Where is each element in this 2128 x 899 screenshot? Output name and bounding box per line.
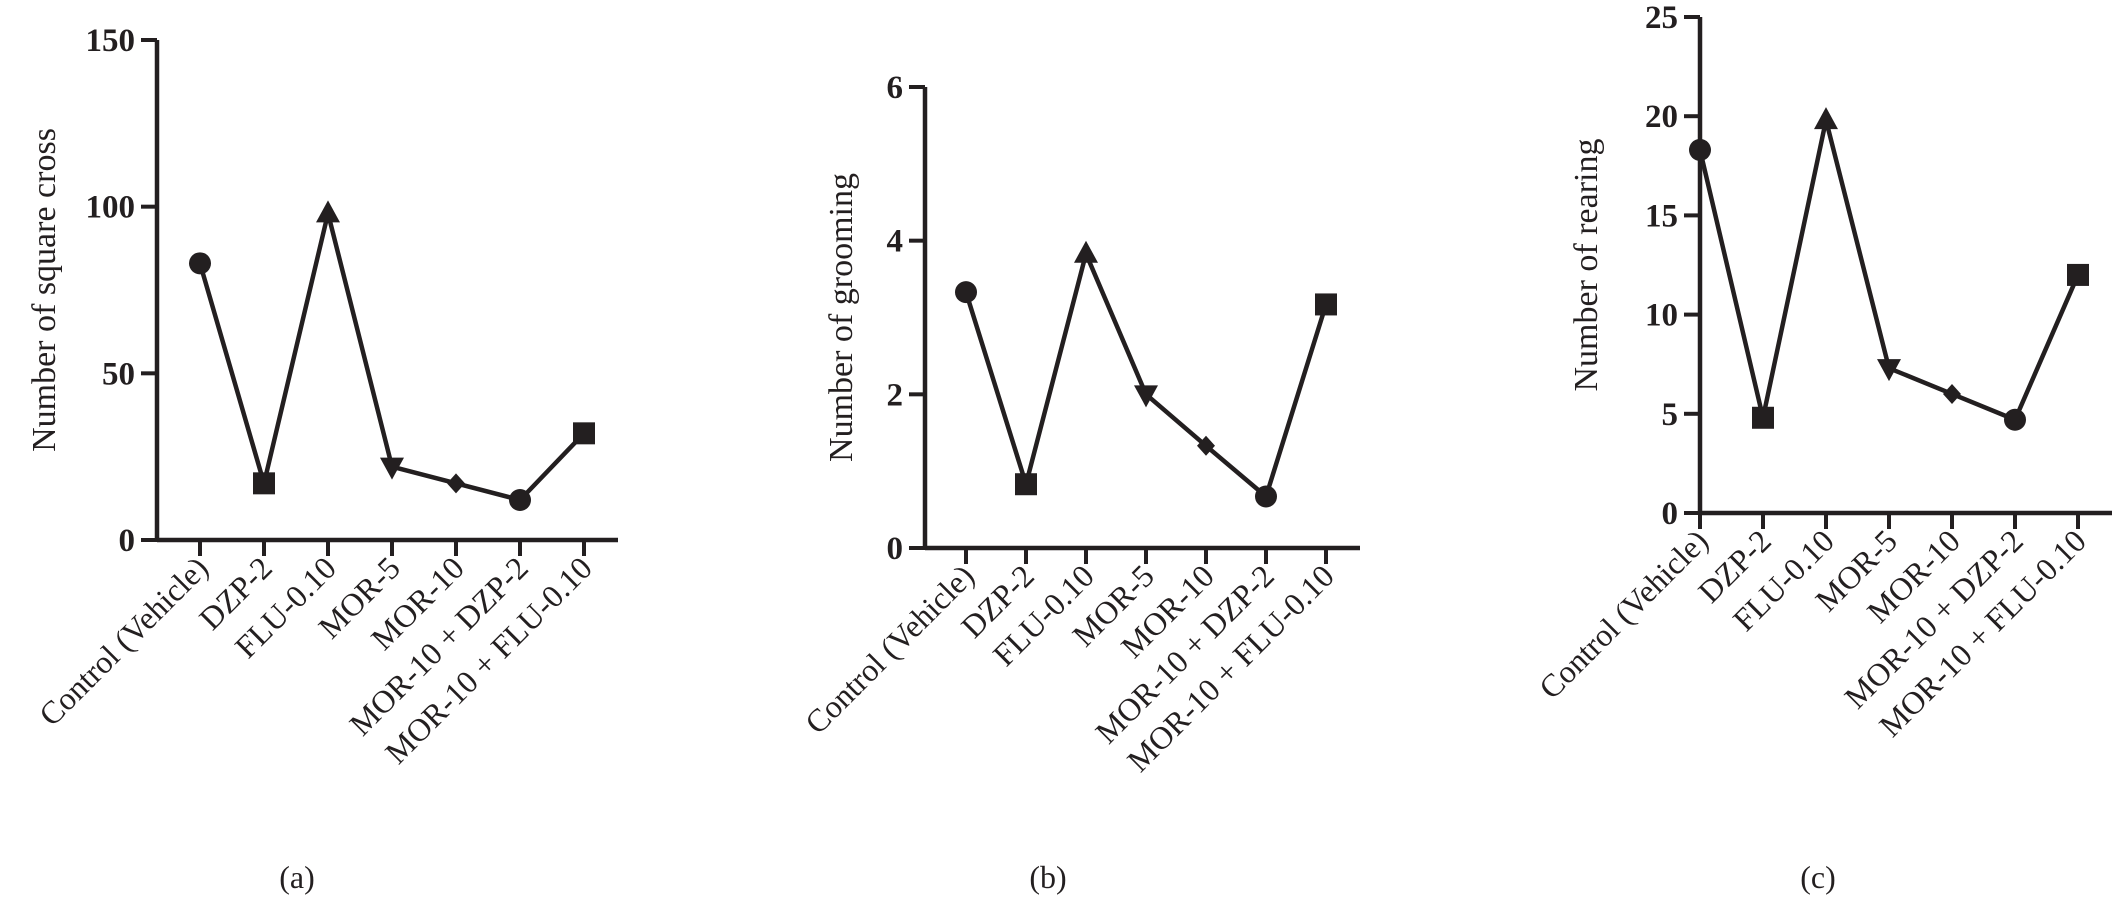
y-tick-label: 0 — [1662, 496, 1679, 532]
data-point — [447, 473, 465, 494]
data-point — [1197, 435, 1215, 456]
y-tick-label: 50 — [102, 356, 135, 392]
series-line — [963, 251, 1329, 499]
y-tick-label: 2 — [887, 377, 904, 413]
data-point — [1752, 406, 1774, 429]
data-point — [1255, 485, 1277, 508]
panel-label: (b) — [1029, 859, 1066, 895]
data-point — [1015, 473, 1037, 496]
data-point — [509, 489, 531, 511]
data-point — [573, 422, 595, 445]
y-tick-label: 0 — [119, 523, 136, 559]
y-tick-label: 6 — [887, 70, 904, 106]
data-point — [1689, 138, 1711, 161]
y-tick-label: 10 — [1645, 298, 1678, 334]
data-point — [316, 200, 340, 223]
data-point — [955, 281, 977, 304]
panel-label: (a) — [279, 859, 315, 895]
y-tick-label: 100 — [86, 190, 136, 226]
data-point — [253, 472, 275, 495]
y-tick-label: 15 — [1645, 198, 1678, 234]
x-tick-label: Control (Vehicle) — [1532, 522, 1715, 705]
x-tick-label: Control (Vehicle) — [798, 557, 981, 740]
y-tick-label: 25 — [1645, 0, 1678, 36]
y-axis-label: Number of rearing — [1568, 138, 1605, 391]
data-point — [1315, 293, 1337, 316]
panel-label: (c) — [1800, 859, 1836, 895]
data-point — [2004, 408, 2026, 431]
data-point — [1814, 107, 1838, 130]
data-point — [1074, 240, 1098, 263]
data-point — [380, 457, 404, 480]
data-point — [1943, 383, 1961, 404]
series-line — [197, 211, 586, 503]
data-point — [1134, 385, 1158, 408]
y-tick-label: 5 — [1662, 397, 1679, 433]
y-tick-label: 150 — [86, 23, 136, 59]
data-point — [2067, 263, 2089, 286]
x-tick-label: Control (Vehicle) — [32, 549, 215, 732]
y-tick-label: 20 — [1645, 99, 1678, 135]
panel-a: Number of square cross (a) 0 50 100 150 Cont… — [26, 23, 618, 895]
y-tick-label: 4 — [887, 224, 904, 260]
panel-c: Number of rearing (c) 0 5 10 15 20 25 Control … — [1532, 0, 2112, 895]
panel-b: Number of grooming (b) 0 2 4 6 Control (Vehi… — [798, 70, 1360, 895]
y-axis-label: Number of grooming — [823, 173, 860, 462]
data-point — [189, 252, 211, 275]
y-tick-label: 0 — [887, 531, 904, 567]
data-point — [1877, 359, 1901, 382]
y-axis-label: Number of square cross — [26, 128, 63, 452]
